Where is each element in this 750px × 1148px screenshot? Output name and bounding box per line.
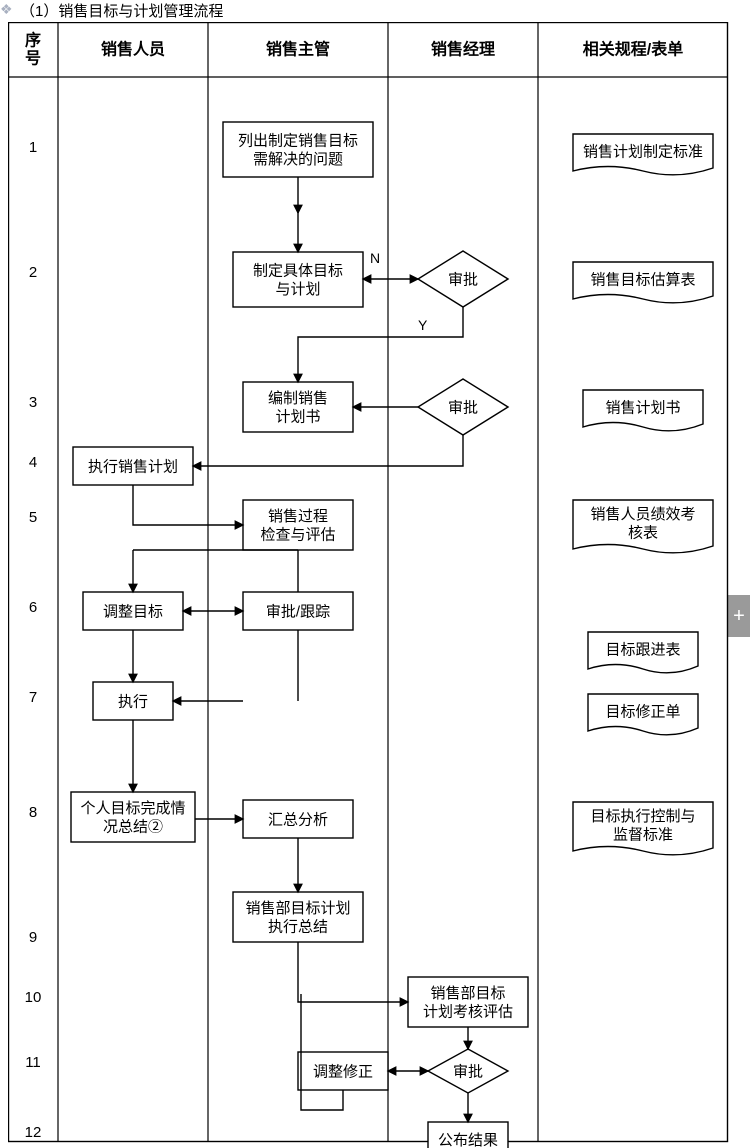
svg-text:个人目标完成情: 个人目标完成情 [80, 800, 185, 817]
svg-text:审批: 审批 [448, 399, 478, 416]
row-number: 8 [29, 804, 37, 821]
svg-text:执行销售计划: 执行销售计划 [88, 458, 178, 475]
svg-text:销售部目标计划: 销售部目标计划 [245, 900, 350, 917]
row-number: 7 [29, 689, 37, 706]
svg-text:核表: 核表 [628, 525, 658, 542]
page-title: （1）销售目标与计划管理流程 [20, 0, 223, 21]
row-number: 3 [29, 394, 37, 411]
svg-text:销售计划书: 销售计划书 [605, 399, 680, 416]
row-number: 1 [29, 139, 37, 156]
column-header: 销售经理 [431, 40, 495, 59]
svg-text:审批: 审批 [448, 271, 478, 288]
svg-text:检查与评估: 检查与评估 [260, 527, 335, 544]
column-header: 销售主管 [266, 40, 330, 59]
row-number: 5 [29, 509, 37, 526]
row-number: 11 [25, 1054, 41, 1071]
svg-text:目标跟进表: 目标跟进表 [605, 641, 680, 658]
branch-label: N [370, 250, 380, 266]
bullet-icon [0, 3, 16, 19]
svg-text:审批: 审批 [453, 1063, 483, 1080]
svg-text:调整修正: 调整修正 [313, 1063, 373, 1080]
svg-text:执行: 执行 [118, 693, 148, 710]
column-header: 销售人员 [101, 40, 165, 59]
svg-text:计划书: 计划书 [275, 409, 320, 426]
row-number: 12 [25, 1124, 42, 1141]
flow-edge [298, 307, 463, 382]
row-number: 10 [25, 989, 42, 1006]
svg-text:销售目标估算表: 销售目标估算表 [590, 270, 695, 288]
row-number: 4 [29, 454, 37, 471]
svg-text:需解决的问题: 需解决的问题 [253, 151, 343, 168]
row-number: 9 [29, 929, 37, 946]
svg-text:列出制定销售目标: 列出制定销售目标 [238, 132, 358, 149]
row-number: 6 [29, 599, 37, 616]
svg-text:况总结②: 况总结② [103, 819, 163, 836]
svg-text:计划考核评估: 计划考核评估 [423, 1004, 513, 1021]
flow-edge [133, 485, 243, 525]
svg-text:监督标准: 监督标准 [613, 827, 673, 844]
svg-text:销售过程: 销售过程 [268, 508, 328, 525]
flow-box [233, 252, 363, 307]
svg-text:销售部目标: 销售部目标 [430, 985, 505, 1002]
svg-text:与计划: 与计划 [275, 281, 320, 298]
flow-edge [298, 942, 408, 1002]
svg-text:目标修正单: 目标修正单 [605, 703, 680, 720]
svg-text:制定具体目标: 制定具体目标 [253, 262, 343, 279]
column-header: 相关规程/表单 [583, 40, 683, 59]
svg-text:审批/跟踪: 审批/跟踪 [266, 603, 330, 620]
svg-text:执行总结: 执行总结 [268, 919, 328, 936]
svg-text:调整目标: 调整目标 [103, 603, 163, 620]
svg-text:公布结果: 公布结果 [438, 1132, 498, 1148]
flowchart-diagram: 序号销售人员销售主管销售经理相关规程/表单123456789101112列出制定… [8, 22, 742, 1148]
svg-text:编制销售: 编制销售 [268, 390, 328, 407]
column-header: 号 [25, 50, 41, 68]
svg-text:销售人员绩效考: 销售人员绩效考 [590, 506, 695, 523]
column-header: 序 [25, 31, 41, 50]
svg-text:目标执行控制与: 目标执行控制与 [590, 808, 695, 825]
row-number: 2 [29, 264, 37, 281]
branch-label: Y [418, 317, 428, 333]
svg-text:销售计划制定标准: 销售计划制定标准 [583, 143, 703, 160]
svg-text:汇总分析: 汇总分析 [268, 811, 328, 828]
flow-box [223, 122, 373, 177]
flow-edge [193, 435, 463, 466]
